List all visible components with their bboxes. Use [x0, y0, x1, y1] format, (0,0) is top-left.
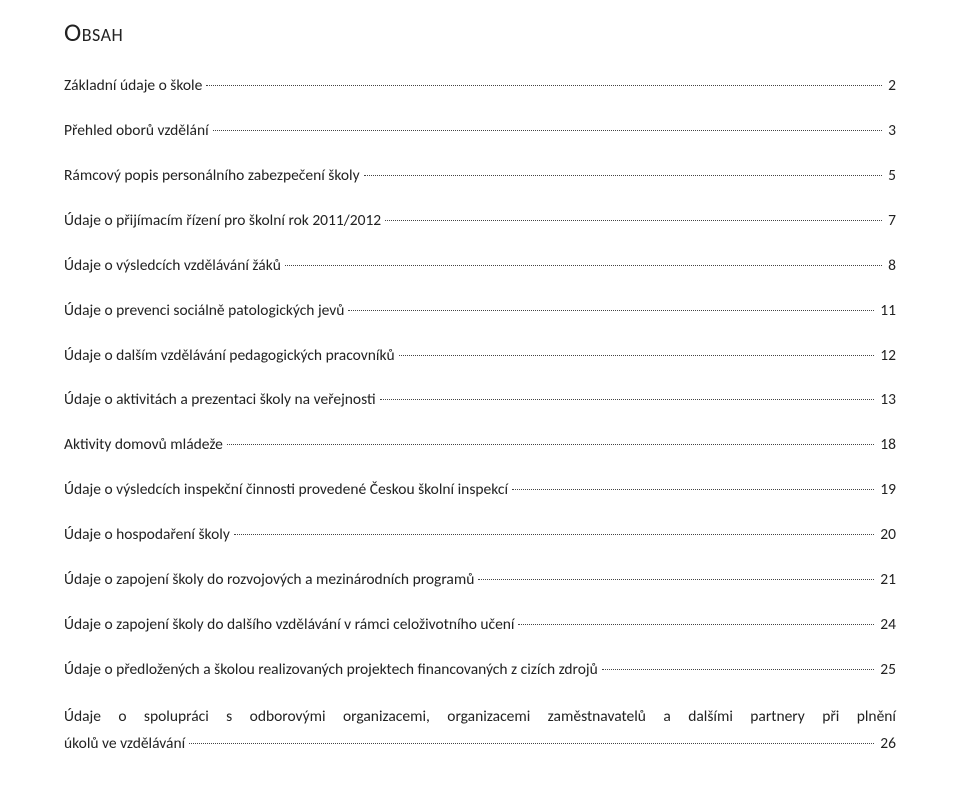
toc-leader — [227, 444, 874, 445]
toc-entry[interactable]: Údaje o dalším vzdělávání pedagogických … — [64, 346, 896, 367]
toc-entry-page: 5 — [886, 166, 896, 187]
page-title: Obsah — [64, 16, 896, 48]
toc-entry[interactable]: Údaje o hospodaření školy 20 — [64, 525, 896, 546]
toc-leader — [518, 624, 874, 625]
toc-entry[interactable]: Základní údaje o škole 2 — [64, 76, 896, 97]
toc-leader — [385, 220, 882, 221]
toc-entry[interactable]: Údaje o prevenci sociálně patologických … — [64, 301, 896, 322]
toc-entry-label: Údaje o výsledcích inspekční činnosti pr… — [64, 480, 508, 501]
toc-entry[interactable]: Údaje o výsledcích inspekční činnosti pr… — [64, 480, 896, 501]
toc-entry-page: 26 — [878, 734, 896, 755]
toc-entry[interactable]: Údaje o aktivitách a prezentaci školy na… — [64, 390, 896, 411]
toc-entry-label: Údaje o zapojení školy do dalšího vzdělá… — [64, 615, 514, 636]
toc-entry-page: 13 — [878, 390, 896, 411]
toc-entry-page: 12 — [878, 346, 896, 367]
toc-entry-label: Údaje o přijímacím řízení pro školní rok… — [64, 211, 381, 232]
toc-entry-page: 3 — [886, 121, 896, 142]
toc-entry-label: Přehled oborů vzdělání — [64, 121, 209, 142]
toc-leader — [234, 534, 874, 535]
toc-entry-page: 8 — [886, 256, 896, 277]
toc-entry-page: 18 — [878, 435, 896, 456]
toc-entry-label: úkolů ve vzdělávání — [64, 734, 185, 755]
toc-entry-page: 11 — [878, 301, 896, 322]
toc-leader — [213, 130, 883, 131]
table-of-contents: Základní údaje o škole 2 Přehled oborů vzd… — [64, 76, 896, 681]
toc-leader — [380, 399, 875, 400]
toc-entry-page: 24 — [878, 615, 896, 636]
toc-leader — [602, 669, 875, 670]
toc-entry-label: Údaje o zapojení školy do rozvojových a … — [64, 570, 474, 591]
page: Obsah Základní údaje o škole 2 Přehled obo… — [0, 0, 960, 803]
toc-entry-label: Údaje o prevenci sociálně patologických … — [64, 301, 344, 322]
toc-entry-page: 19 — [878, 480, 896, 501]
toc-entry-page: 20 — [878, 525, 896, 546]
toc-entry-label: Údaje o výsledcích vzdělávání žáků — [64, 256, 281, 277]
toc-leader — [285, 265, 882, 266]
toc-entry-page: 25 — [878, 660, 896, 681]
toc-leader — [348, 310, 874, 311]
toc-entry-page: 2 — [886, 76, 896, 97]
toc-leader — [478, 579, 874, 580]
toc-leader — [512, 489, 874, 490]
toc-entry-wrapped-line2: úkolů ve vzdělávání 26 — [64, 734, 896, 755]
toc-entry-page: 21 — [878, 570, 896, 591]
toc-entry[interactable]: Údaje o přijímacím řízení pro školní rok… — [64, 211, 896, 232]
toc-entry-label: Údaje o hospodaření školy — [64, 525, 230, 546]
toc-entry-label: Rámcový popis personálního zabezpečení š… — [64, 166, 360, 187]
toc-entry[interactable]: Údaje o zapojení školy do dalšího vzdělá… — [64, 615, 896, 636]
toc-entry-label: Údaje o aktivitách a prezentaci školy na… — [64, 390, 376, 411]
toc-entry[interactable]: Přehled oborů vzdělání 3 — [64, 121, 896, 142]
toc-entry-label: Základní údaje o škole — [64, 76, 202, 97]
toc-entry-page: 7 — [886, 211, 896, 232]
toc-entry-label: Aktivity domovů mládeže — [64, 435, 223, 456]
toc-leader — [364, 175, 883, 176]
toc-leader — [189, 743, 874, 744]
toc-entry-label: Údaje o předložených a školou realizovan… — [64, 660, 598, 681]
toc-entry[interactable]: Rámcový popis personálního zabezpečení š… — [64, 166, 896, 187]
toc-entry[interactable]: Údaje o předložených a školou realizovan… — [64, 660, 896, 681]
toc-entry[interactable]: Údaje o výsledcích vzdělávání žáků 8 — [64, 256, 896, 277]
toc-entry[interactable]: Aktivity domovů mládeže 18 — [64, 435, 896, 456]
toc-leader — [399, 355, 875, 356]
toc-entry-label: Údaje o dalším vzdělávání pedagogických … — [64, 346, 395, 367]
toc-entry-wrapped-line1: Údaje o spolupráci s odborovými organiza… — [64, 705, 896, 730]
toc-entry[interactable]: Údaje o zapojení školy do rozvojových a … — [64, 570, 896, 591]
toc-leader — [206, 85, 882, 86]
